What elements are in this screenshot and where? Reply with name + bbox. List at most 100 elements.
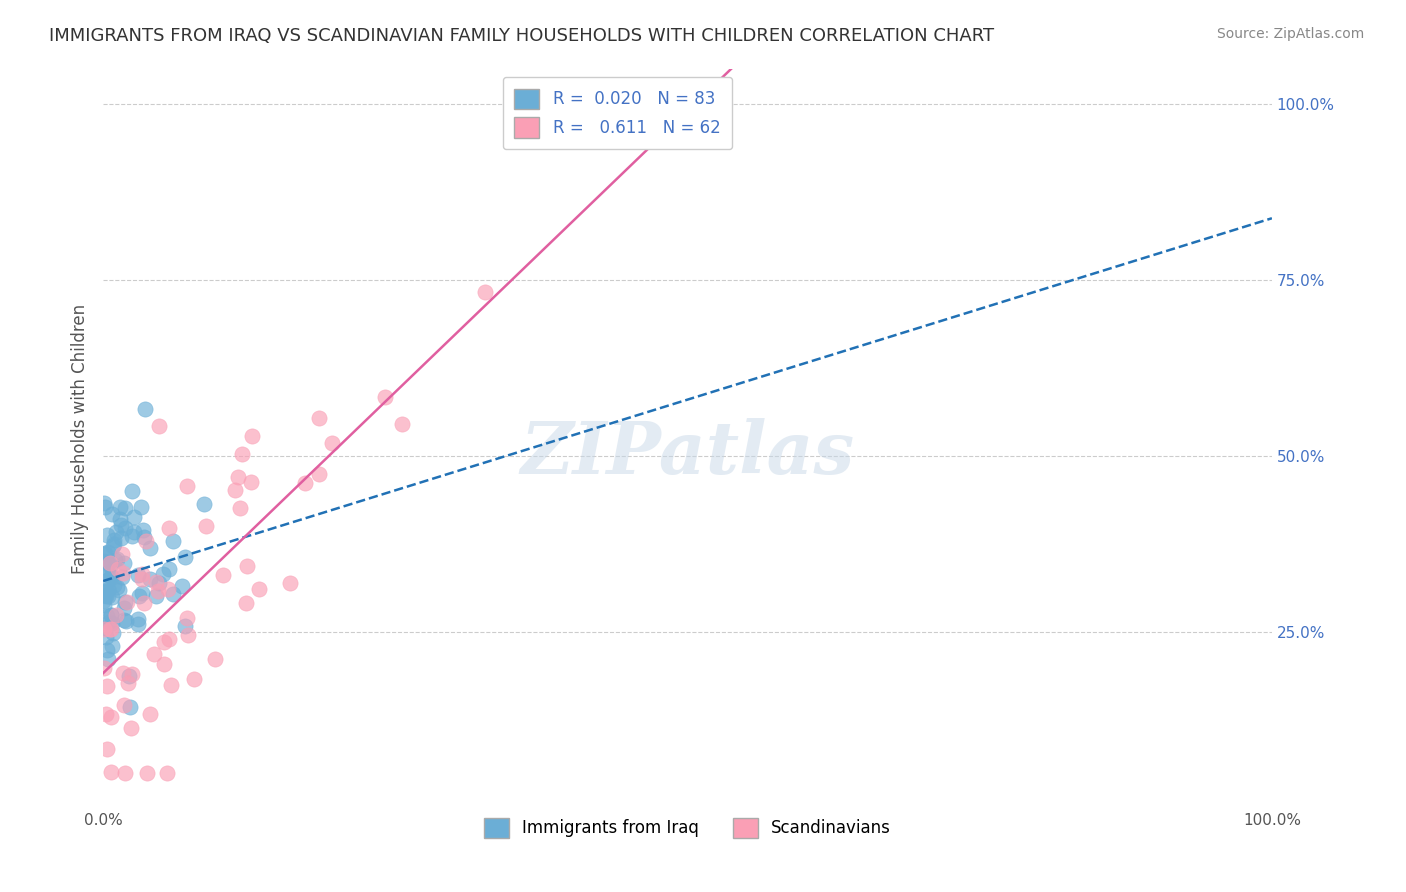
Scandinavians [117, 676, 139, 690]
Scandinavians [153, 634, 176, 648]
Immigrants from Iraq [100, 608, 122, 623]
Scandinavians [111, 548, 134, 562]
Immigrants from Iraq [131, 523, 153, 537]
Text: ZIPatlas: ZIPatlas [520, 417, 855, 489]
Scandinavians [156, 766, 179, 780]
Immigrants from Iraq [127, 568, 149, 582]
Scandinavians [120, 721, 142, 735]
Scandinavians [231, 447, 253, 461]
Immigrants from Iraq [94, 588, 117, 602]
Immigrants from Iraq [131, 586, 153, 600]
Scandinavians [94, 707, 117, 722]
Immigrants from Iraq [117, 668, 139, 682]
Scandinavians [157, 582, 180, 596]
Immigrants from Iraq [162, 587, 184, 601]
Scandinavians [138, 707, 160, 722]
Scandinavians [157, 632, 180, 646]
Immigrants from Iraq [103, 578, 125, 592]
Immigrants from Iraq [93, 554, 115, 568]
Scandinavians [160, 678, 183, 692]
Immigrants from Iraq [110, 517, 132, 532]
Scandinavians [115, 595, 138, 609]
Scandinavians [474, 285, 496, 299]
Immigrants from Iraq [114, 595, 136, 609]
Immigrants from Iraq [122, 525, 145, 540]
Scandinavians [157, 521, 180, 535]
Immigrants from Iraq [96, 589, 118, 603]
Immigrants from Iraq [108, 583, 131, 598]
Scandinavians [195, 518, 218, 533]
Immigrants from Iraq [103, 537, 125, 551]
Scandinavians [226, 469, 249, 483]
Immigrants from Iraq [129, 500, 152, 514]
Scandinavians [107, 562, 129, 576]
Immigrants from Iraq [127, 612, 149, 626]
Scandinavians [135, 534, 157, 549]
Immigrants from Iraq [134, 530, 156, 544]
Scandinavians [143, 647, 166, 661]
Scandinavians [114, 766, 136, 780]
Scandinavians [98, 622, 121, 636]
Immigrants from Iraq [98, 558, 121, 573]
Immigrants from Iraq [94, 500, 117, 515]
Immigrants from Iraq [128, 590, 150, 604]
Scandinavians [176, 479, 198, 493]
Immigrants from Iraq [157, 562, 180, 576]
Immigrants from Iraq [145, 589, 167, 603]
Immigrants from Iraq [96, 561, 118, 575]
Scandinavians [212, 567, 235, 582]
Scandinavians [280, 576, 302, 591]
Text: IMMIGRANTS FROM IRAQ VS SCANDINAVIAN FAMILY HOUSEHOLDS WITH CHILDREN CORRELATION: IMMIGRANTS FROM IRAQ VS SCANDINAVIAN FAM… [49, 27, 994, 45]
Immigrants from Iraq [122, 510, 145, 524]
Scandinavians [111, 665, 134, 680]
Scandinavians [96, 679, 118, 693]
Scandinavians [294, 475, 316, 490]
Immigrants from Iraq [100, 570, 122, 584]
Immigrants from Iraq [93, 598, 115, 612]
Immigrants from Iraq [100, 607, 122, 622]
Scandinavians [131, 566, 153, 581]
Scandinavians [96, 742, 118, 756]
Immigrants from Iraq [96, 609, 118, 624]
Immigrants from Iraq [170, 579, 193, 593]
Scandinavians [391, 417, 413, 432]
Scandinavians [235, 596, 257, 610]
Immigrants from Iraq [94, 546, 117, 560]
Immigrants from Iraq [108, 512, 131, 526]
Immigrants from Iraq [138, 541, 160, 556]
Immigrants from Iraq [121, 484, 143, 499]
Immigrants from Iraq [94, 584, 117, 599]
Immigrants from Iraq [112, 556, 135, 570]
Scandinavians [112, 698, 135, 713]
Immigrants from Iraq [111, 570, 134, 584]
Scandinavians [176, 611, 198, 625]
Immigrants from Iraq [94, 630, 117, 644]
Immigrants from Iraq [96, 643, 118, 657]
Immigrants from Iraq [110, 500, 132, 514]
Scandinavians [134, 596, 156, 610]
Immigrants from Iraq [96, 528, 118, 542]
Immigrants from Iraq [100, 507, 122, 521]
Immigrants from Iraq [100, 640, 122, 654]
Immigrants from Iraq [105, 524, 128, 539]
Scandinavians [153, 657, 176, 671]
Immigrants from Iraq [114, 521, 136, 535]
Scandinavians [239, 475, 262, 490]
Immigrants from Iraq [162, 533, 184, 548]
Scandinavians [374, 390, 396, 404]
Immigrants from Iraq [97, 615, 120, 629]
Immigrants from Iraq [96, 555, 118, 569]
Immigrants from Iraq [97, 582, 120, 597]
Immigrants from Iraq [152, 567, 174, 582]
Scandinavians [111, 566, 134, 580]
Scandinavians [236, 559, 259, 574]
Scandinavians [135, 766, 157, 780]
Immigrants from Iraq [93, 621, 115, 635]
Scandinavians [100, 764, 122, 779]
Immigrants from Iraq [97, 566, 120, 580]
Immigrants from Iraq [112, 601, 135, 615]
Immigrants from Iraq [114, 613, 136, 627]
Scandinavians [321, 436, 343, 450]
Scandinavians [183, 672, 205, 686]
Scandinavians [308, 467, 330, 481]
